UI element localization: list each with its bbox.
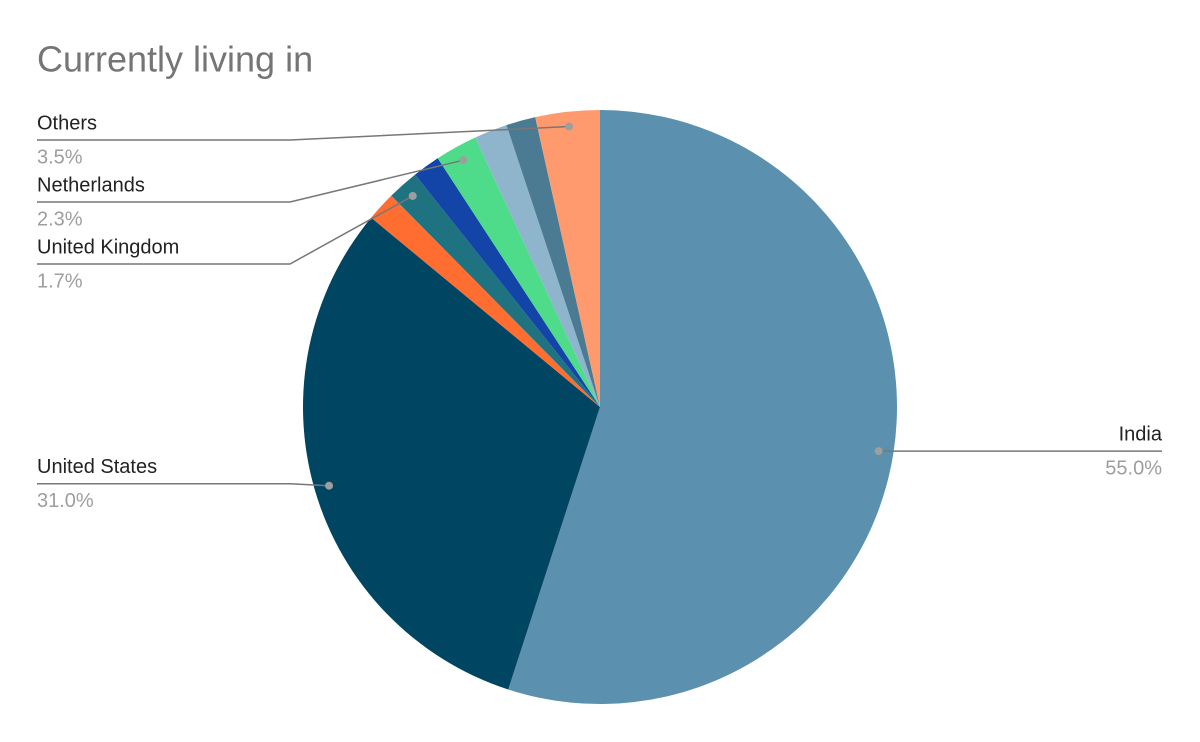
leader-dot (565, 122, 574, 131)
slice-value-label: 3.5% (37, 146, 83, 168)
leader-line (37, 159, 464, 203)
pie-slice (506, 117, 600, 408)
pie-slice (475, 125, 600, 408)
pie-slice (535, 110, 600, 407)
slice-value-label: 1.7% (37, 270, 83, 292)
leader-dot (874, 447, 883, 456)
pie-slice (302, 217, 600, 690)
slice-label: Others (37, 112, 97, 134)
slice-value-label: 55.0% (1105, 457, 1162, 479)
pie-slice (391, 174, 600, 407)
slice-label: Netherlands (37, 174, 145, 196)
slice-label: United Kingdom (37, 236, 179, 258)
slice-label: India (1119, 423, 1163, 445)
pie-slice (415, 158, 600, 407)
chart-title: Currently living in (37, 39, 313, 80)
leader-line (37, 195, 414, 265)
leader-dot (459, 156, 468, 165)
leader-line (37, 125, 570, 141)
leader-line (37, 482, 330, 487)
pie-slice (508, 110, 897, 704)
slice-value-label: 31.0% (37, 490, 94, 512)
slice-value-label: 2.3% (37, 208, 83, 230)
leader-dot (325, 481, 334, 490)
pie-slice (371, 195, 600, 407)
pie-slice (437, 137, 600, 408)
leader-dot (408, 191, 417, 200)
slice-label: United States (37, 456, 157, 478)
